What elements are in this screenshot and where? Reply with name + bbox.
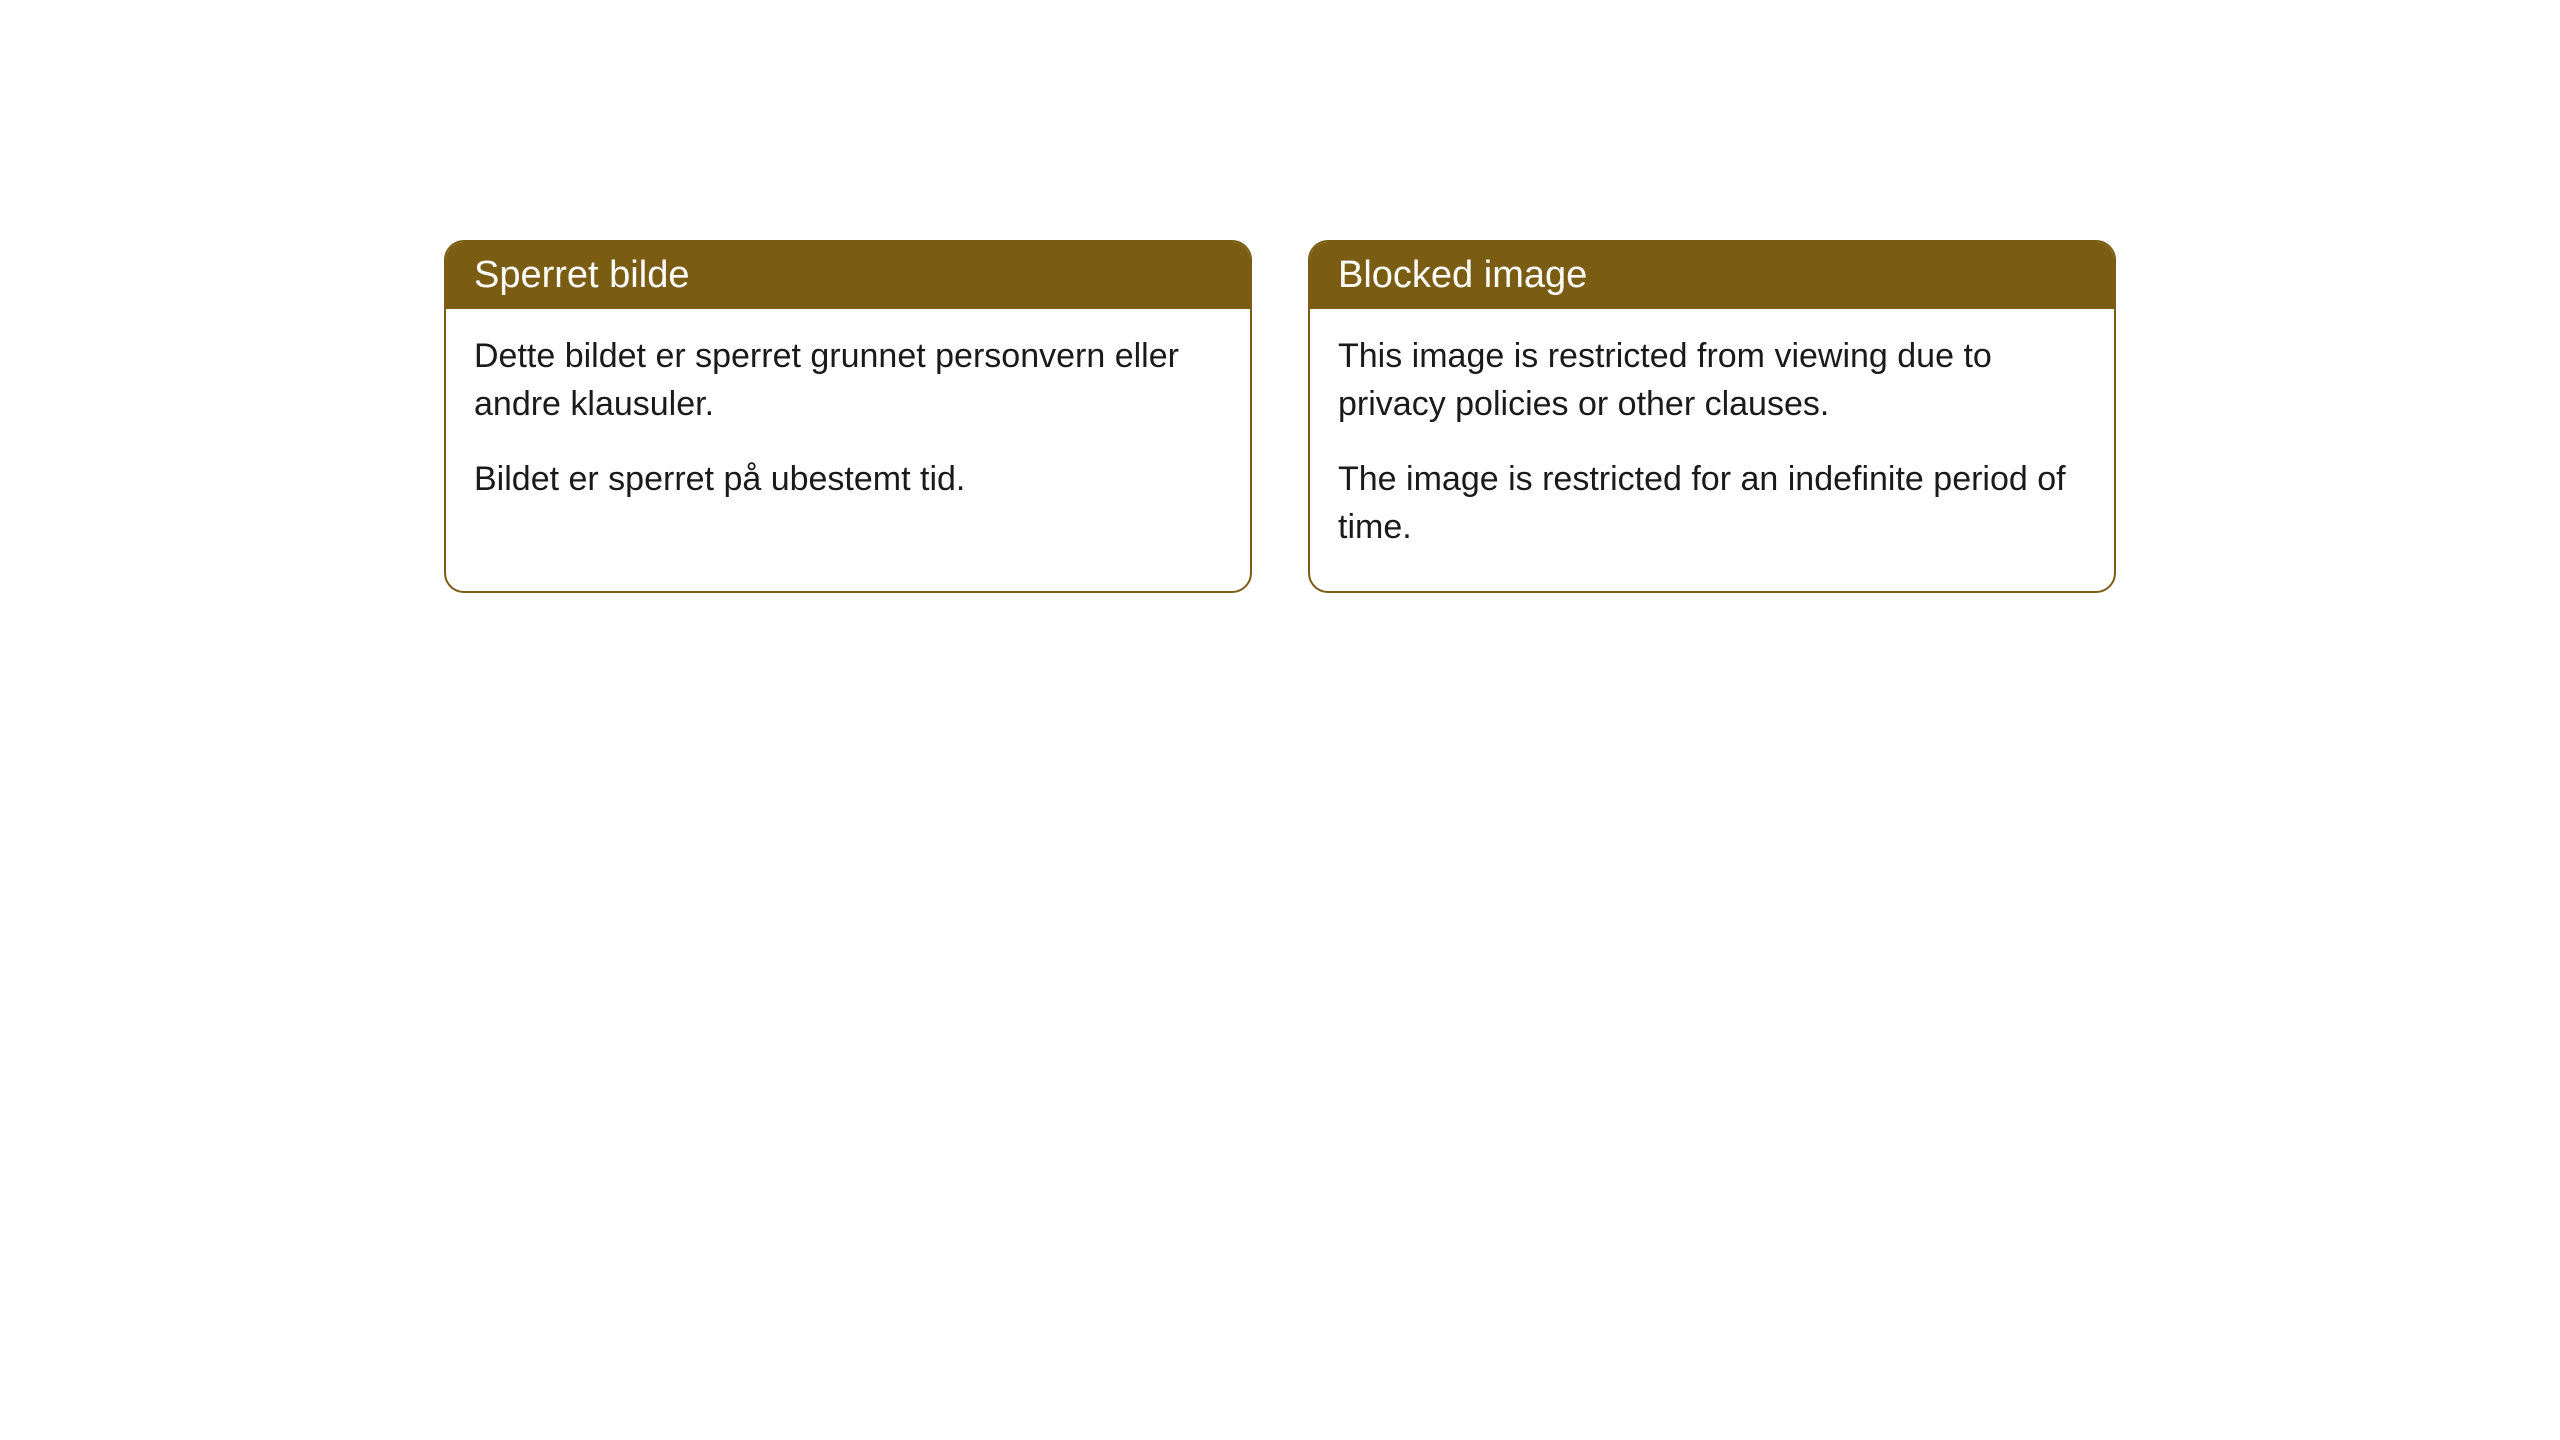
notice-cards-container: Sperret bilde Dette bildet er sperret gr…: [0, 240, 2560, 593]
card-header: Sperret bilde: [446, 242, 1250, 309]
card-header: Blocked image: [1310, 242, 2114, 309]
notice-text-2: The image is restricted for an indefinit…: [1338, 456, 2086, 551]
card-body: This image is restricted from viewing du…: [1310, 309, 2114, 591]
notice-card-english: Blocked image This image is restricted f…: [1308, 240, 2116, 593]
notice-text-2: Bildet er sperret på ubestemt tid.: [474, 456, 1222, 504]
notice-text-1: This image is restricted from viewing du…: [1338, 333, 2086, 428]
card-body: Dette bildet er sperret grunnet personve…: [446, 309, 1250, 544]
notice-text-1: Dette bildet er sperret grunnet personve…: [474, 333, 1222, 428]
notice-card-norwegian: Sperret bilde Dette bildet er sperret gr…: [444, 240, 1252, 593]
